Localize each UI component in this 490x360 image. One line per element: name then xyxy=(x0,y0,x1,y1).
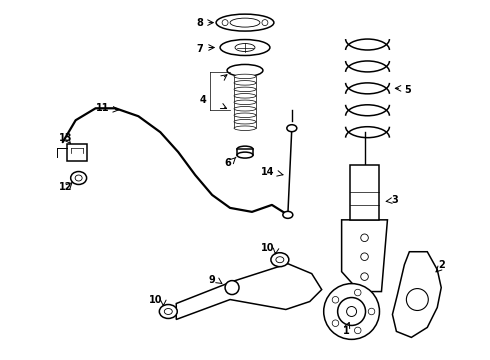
Circle shape xyxy=(332,297,339,303)
Ellipse shape xyxy=(230,18,260,27)
Ellipse shape xyxy=(234,113,256,117)
Text: 12: 12 xyxy=(59,182,73,192)
Ellipse shape xyxy=(283,211,293,219)
Text: 3: 3 xyxy=(391,195,398,205)
Ellipse shape xyxy=(234,100,256,104)
Text: 10: 10 xyxy=(148,294,162,305)
Circle shape xyxy=(368,308,375,315)
Ellipse shape xyxy=(276,257,284,263)
Ellipse shape xyxy=(71,171,87,184)
Text: 14: 14 xyxy=(261,167,275,177)
Circle shape xyxy=(354,289,361,296)
Polygon shape xyxy=(392,252,441,337)
Bar xyxy=(237,149,253,155)
Text: 10: 10 xyxy=(261,243,275,253)
Text: 4: 4 xyxy=(200,95,207,105)
Circle shape xyxy=(361,253,368,261)
Circle shape xyxy=(346,306,357,316)
Ellipse shape xyxy=(287,125,297,132)
Text: 5: 5 xyxy=(404,85,411,95)
FancyBboxPatch shape xyxy=(67,144,87,161)
Circle shape xyxy=(361,234,368,242)
Text: 13: 13 xyxy=(59,133,73,143)
Ellipse shape xyxy=(234,94,256,98)
Polygon shape xyxy=(342,220,388,292)
Ellipse shape xyxy=(234,126,256,130)
Text: 6: 6 xyxy=(225,158,231,168)
Circle shape xyxy=(222,20,228,26)
Polygon shape xyxy=(176,264,322,319)
Circle shape xyxy=(324,284,379,339)
Text: 9: 9 xyxy=(209,275,216,285)
Ellipse shape xyxy=(237,152,253,158)
Ellipse shape xyxy=(220,40,270,55)
Circle shape xyxy=(332,320,339,327)
Ellipse shape xyxy=(159,305,177,319)
Bar xyxy=(349,165,379,220)
Circle shape xyxy=(361,273,368,280)
Ellipse shape xyxy=(234,120,256,124)
Ellipse shape xyxy=(234,81,256,85)
Ellipse shape xyxy=(75,175,82,181)
Ellipse shape xyxy=(271,253,289,267)
Ellipse shape xyxy=(164,309,172,315)
Ellipse shape xyxy=(234,87,256,91)
Text: 7: 7 xyxy=(197,44,203,54)
Ellipse shape xyxy=(234,107,256,111)
Circle shape xyxy=(338,298,366,325)
Circle shape xyxy=(406,289,428,310)
Circle shape xyxy=(354,327,361,334)
Ellipse shape xyxy=(234,74,256,78)
Text: 11: 11 xyxy=(96,103,109,113)
Ellipse shape xyxy=(216,14,274,31)
Circle shape xyxy=(262,20,268,26)
Text: 8: 8 xyxy=(197,18,204,28)
Text: 2: 2 xyxy=(438,260,444,270)
Ellipse shape xyxy=(235,44,255,51)
Text: 1: 1 xyxy=(343,327,350,336)
Ellipse shape xyxy=(237,146,253,152)
Circle shape xyxy=(225,280,239,294)
Ellipse shape xyxy=(227,64,263,76)
